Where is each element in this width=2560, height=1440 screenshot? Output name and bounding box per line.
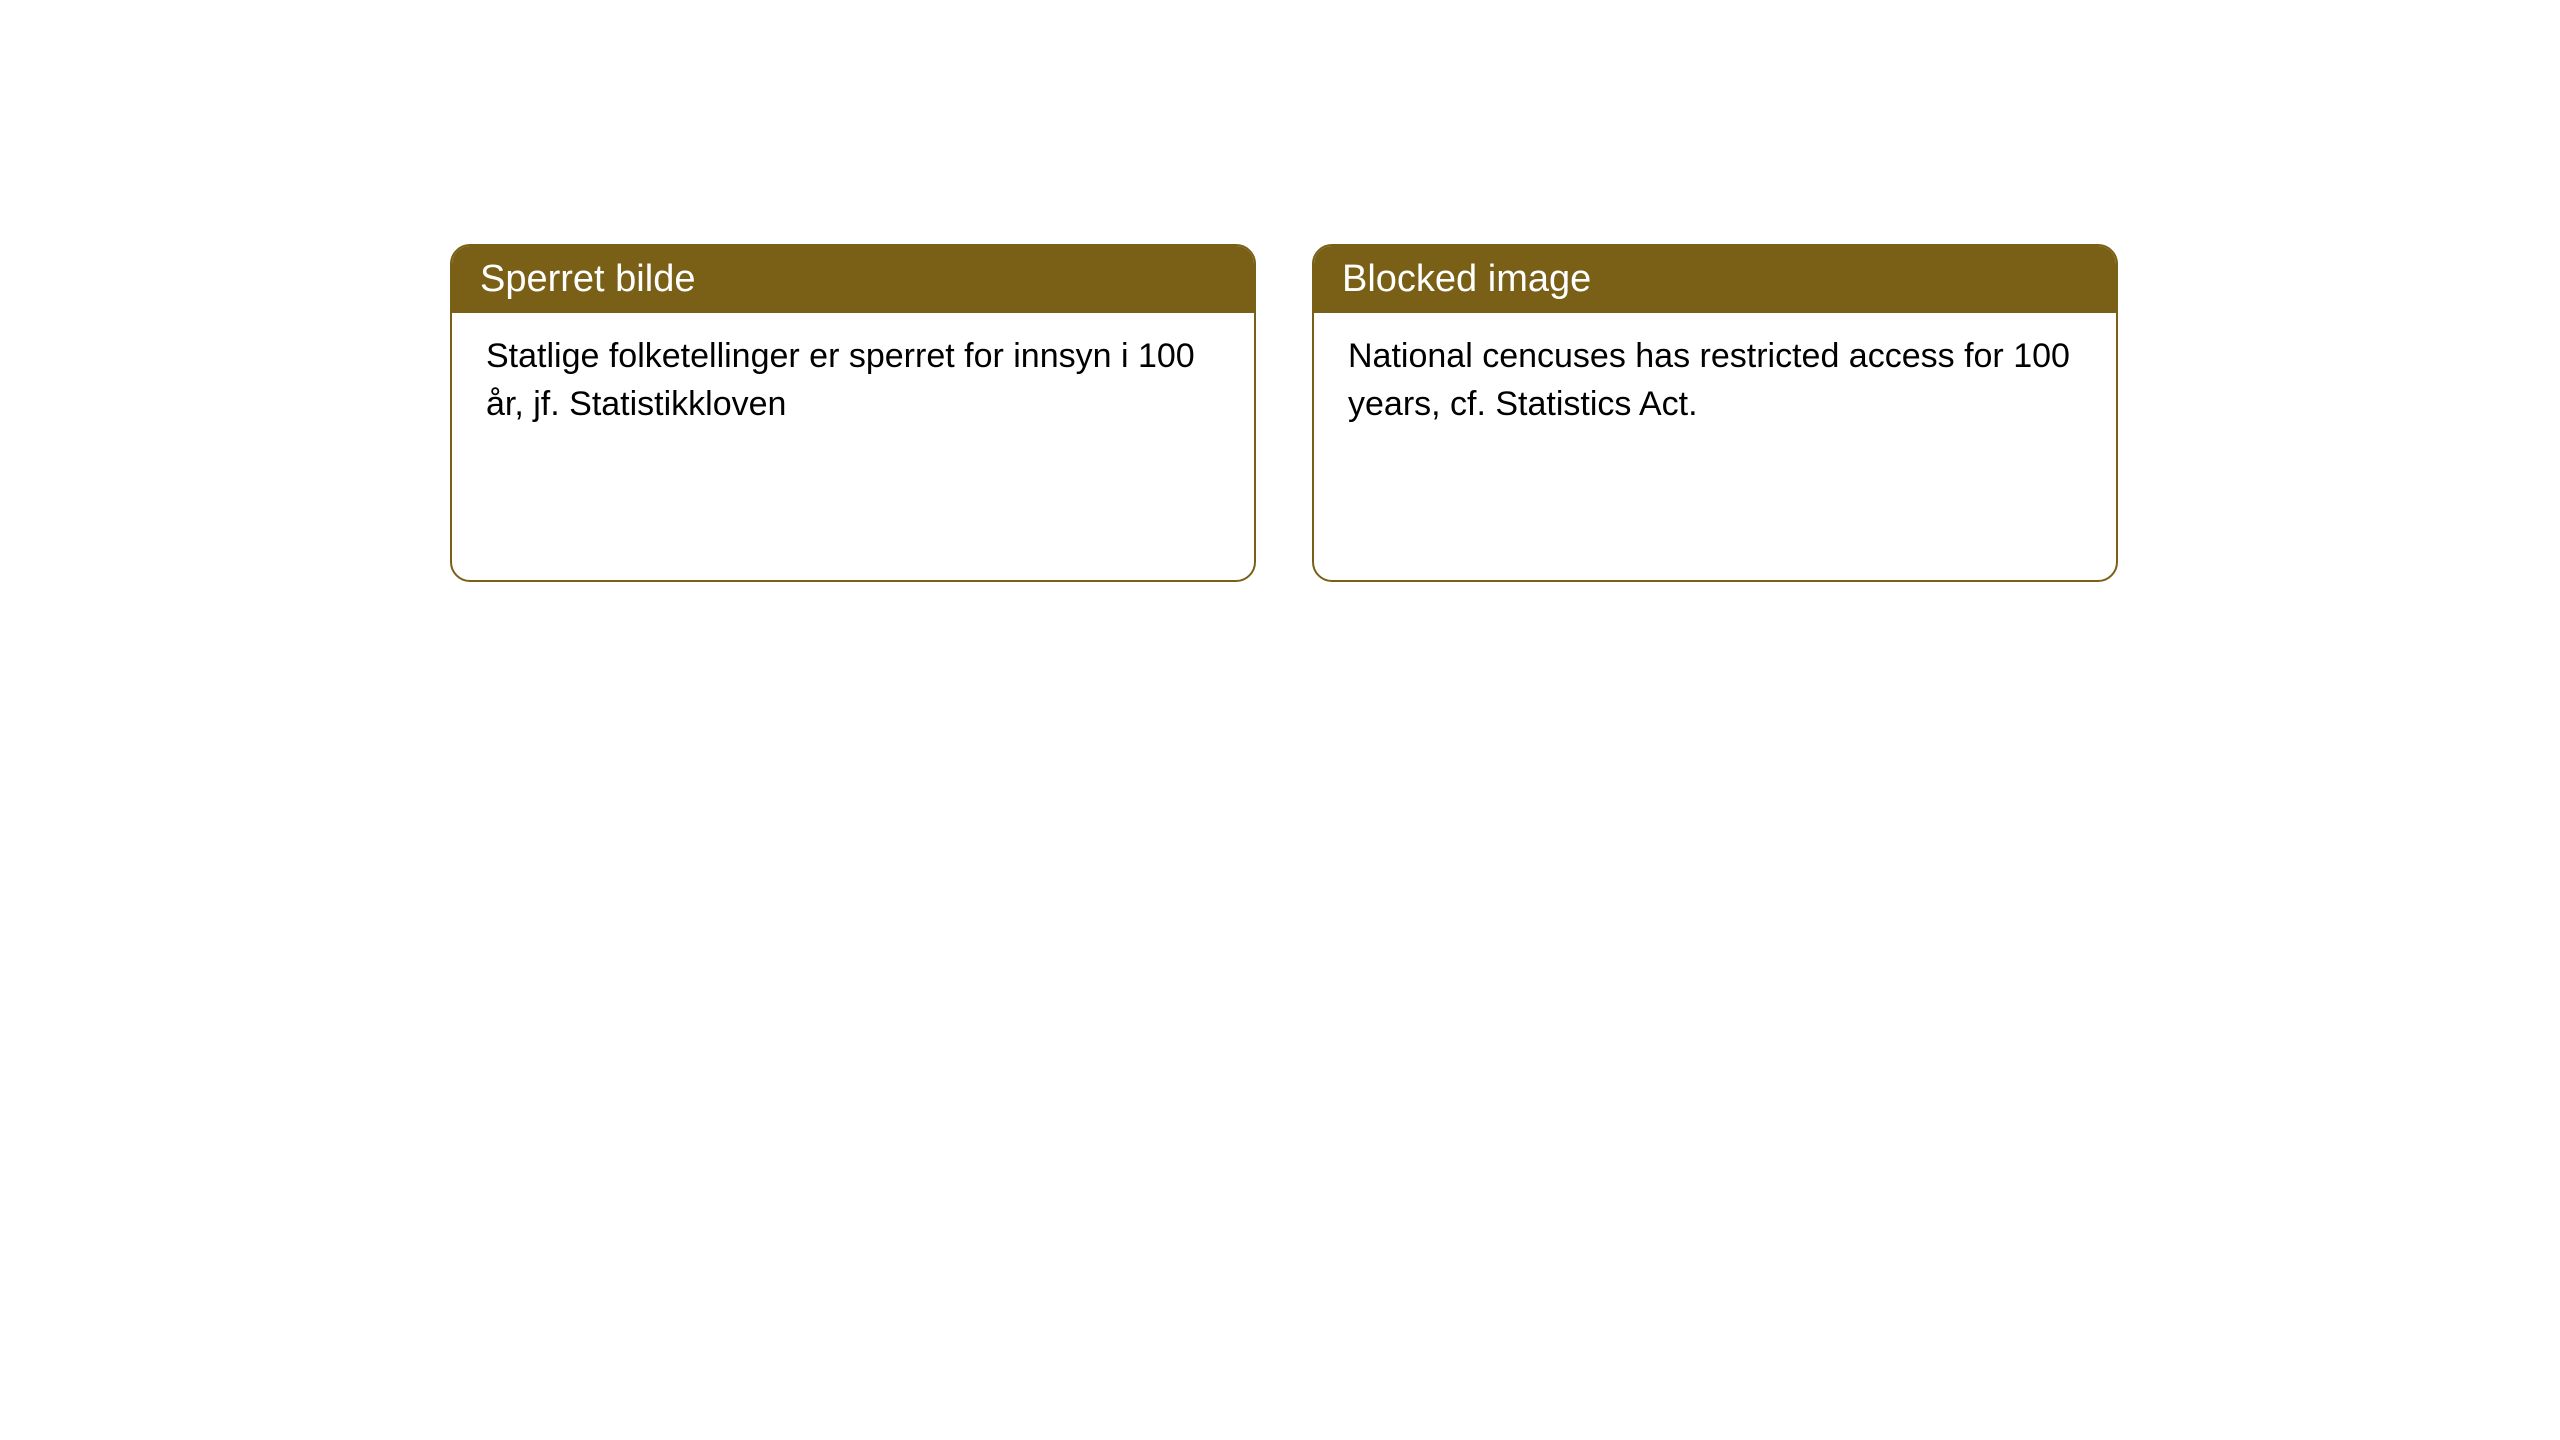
notice-card-english: Blocked image National cencuses has rest…: [1312, 244, 2118, 582]
notice-card-norwegian: Sperret bilde Statlige folketellinger er…: [450, 244, 1256, 582]
card-body-english: National cencuses has restricted access …: [1314, 313, 2116, 448]
card-body-norwegian: Statlige folketellinger er sperret for i…: [452, 313, 1254, 448]
card-header-english: Blocked image: [1314, 246, 2116, 313]
card-header-norwegian: Sperret bilde: [452, 246, 1254, 313]
notice-cards-container: Sperret bilde Statlige folketellinger er…: [450, 244, 2118, 582]
